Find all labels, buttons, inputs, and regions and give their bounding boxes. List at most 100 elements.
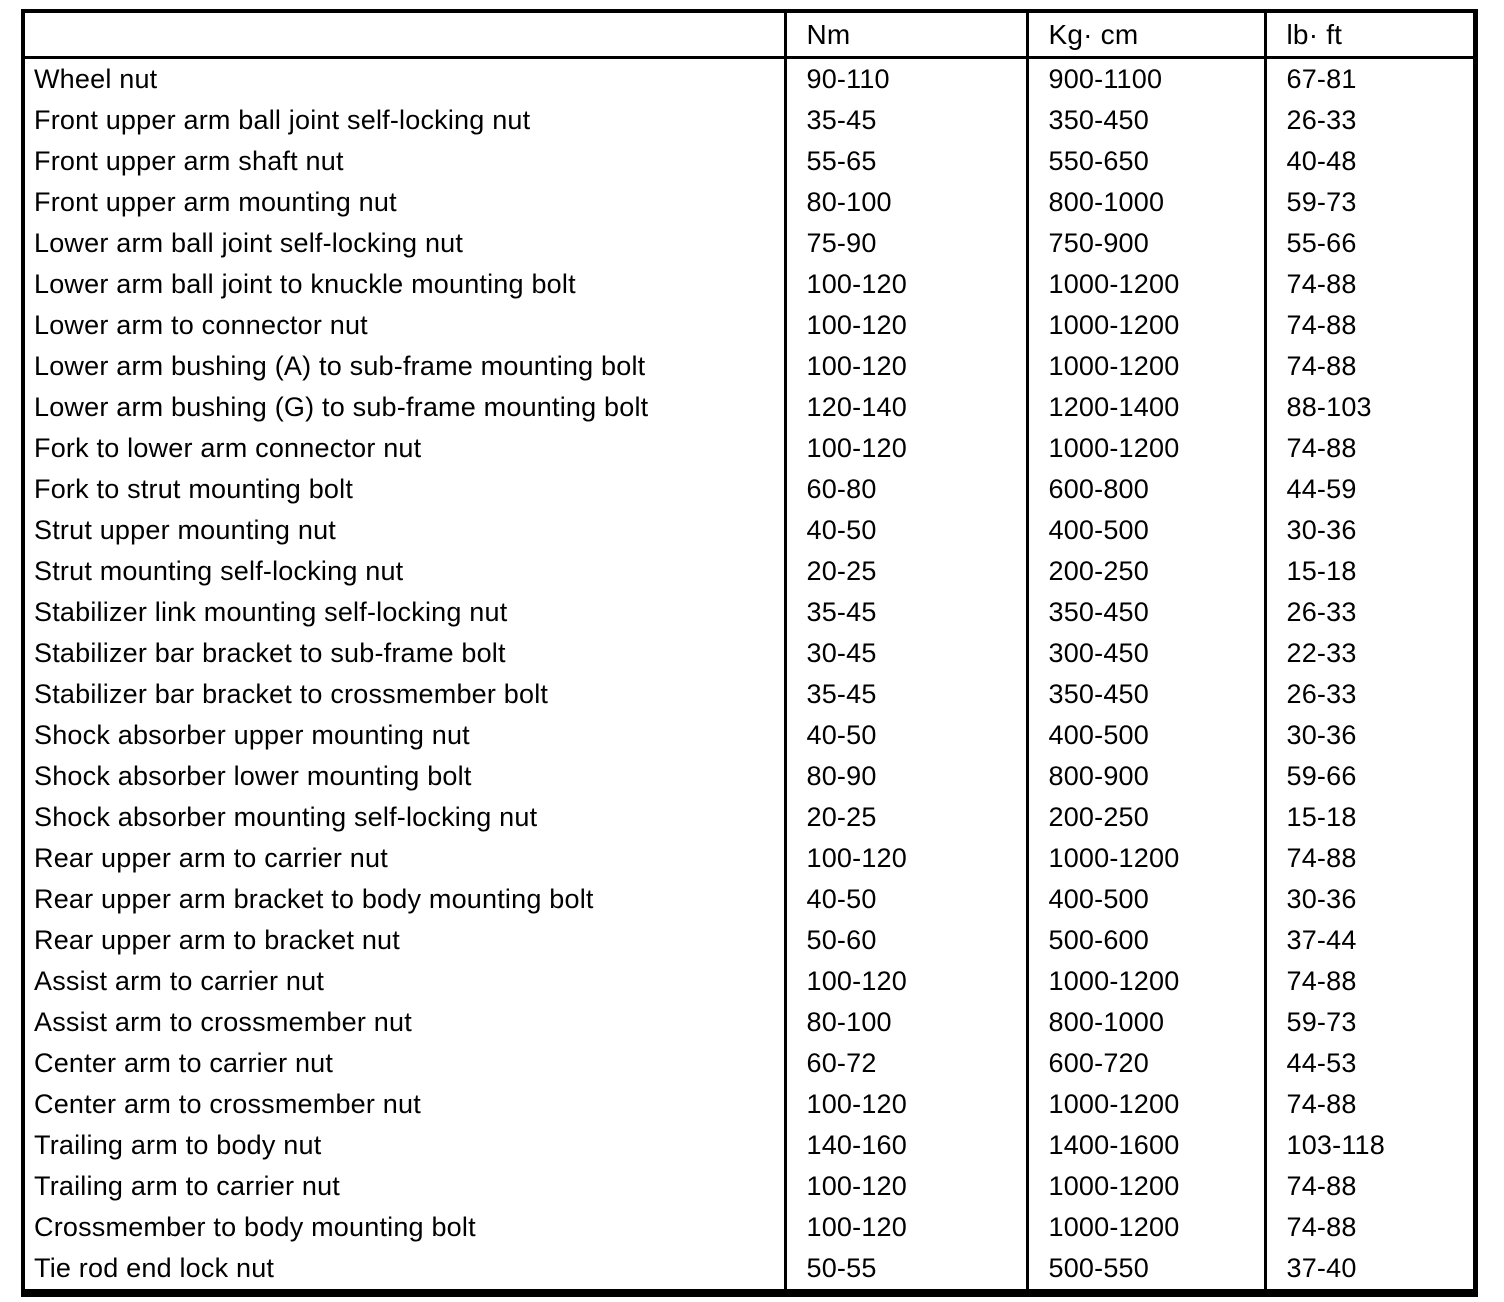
table-row: Shock absorber mounting self-locking nut… xyxy=(23,797,1475,838)
lbft-value-cell: 74-88 xyxy=(1263,1084,1475,1125)
lbft-value-cell: 74-88 xyxy=(1263,346,1475,387)
nm-value-cell: 120-140 xyxy=(783,387,1027,428)
kgcm-value-cell: 1000-1200 xyxy=(1025,838,1265,879)
component-cell: Lower arm ball joint self-locking nut xyxy=(34,228,464,258)
kgcm-value-cell: 350-450 xyxy=(1025,100,1265,141)
kgcm-value-cell: 200-250 xyxy=(1025,797,1265,838)
nm-value-cell: 80-100 xyxy=(783,1002,1027,1043)
table-row: Stabilizer bar bracket to crossmember bo… xyxy=(23,674,1475,715)
nm-value-cell: 35-45 xyxy=(783,674,1027,715)
kgcm-value-cell: 400-500 xyxy=(1025,879,1265,920)
table-row: Front upper arm shaft nut 55-65 550-650 40-… xyxy=(23,141,1475,182)
table-row: Lower arm bushing (A) to sub-frame mount… xyxy=(23,346,1475,387)
table-row: Stabilizer bar bracket to sub-frame bolt… xyxy=(23,633,1475,674)
component-cell: Shock absorber lower mounting bolt xyxy=(34,761,472,791)
nm-value-cell: 100-120 xyxy=(783,346,1027,387)
component-cell: Lower arm to connector nut xyxy=(34,310,368,340)
kgcm-value-cell: 1000-1200 xyxy=(1025,346,1265,387)
table-row: Shock absorber lower mounting bolt 80-90 8… xyxy=(23,756,1475,797)
table-row: Wheel nut 90-110 900-1100 67-81 xyxy=(23,57,1475,100)
component-cell: Front upper arm shaft nut xyxy=(34,146,344,176)
nm-value-cell: 100-120 xyxy=(783,1207,1027,1248)
lbft-value-cell: 59-73 xyxy=(1263,1002,1475,1043)
lbft-value-cell: 59-66 xyxy=(1263,756,1475,797)
component-cell: Trailing arm to carrier nut xyxy=(34,1171,340,1201)
torque-spec-table: Nm Kg· cm lb· ft Wheel nut 90-110 900-1100… xyxy=(21,9,1478,1297)
component-cell: Lower arm bushing (G) to sub-frame mount… xyxy=(34,392,649,422)
kgcm-value-cell: 500-550 xyxy=(1025,1248,1265,1293)
table-row: Fork to lower arm connector nut 100-120 10… xyxy=(23,428,1475,469)
kgcm-value-cell: 800-900 xyxy=(1025,756,1265,797)
header-kgcm: Kg· cm xyxy=(1025,11,1265,59)
lbft-value-cell: 30-36 xyxy=(1263,715,1475,756)
table-row: Front upper arm mounting nut 80-100 800-10… xyxy=(23,182,1475,223)
nm-value-cell: 100-120 xyxy=(783,305,1027,346)
nm-value-cell: 80-90 xyxy=(783,756,1027,797)
header-component xyxy=(23,11,785,59)
nm-value-cell: 100-120 xyxy=(783,428,1027,469)
component-cell: Lower arm bushing (A) to sub-frame mount… xyxy=(34,351,646,381)
component-cell: Strut upper mounting nut xyxy=(34,515,336,545)
table-row: Trailing arm to carrier nut 100-120 1000-1… xyxy=(23,1166,1475,1207)
nm-value-cell: 40-50 xyxy=(783,715,1027,756)
lbft-value-cell: 15-18 xyxy=(1263,551,1475,592)
nm-value-cell: 20-25 xyxy=(783,797,1027,838)
kgcm-value-cell: 300-450 xyxy=(1025,633,1265,674)
table-row: Rear upper arm to carrier nut 100-120 1000… xyxy=(23,838,1475,879)
nm-value-cell: 100-120 xyxy=(783,1166,1027,1207)
kgcm-value-cell: 500-600 xyxy=(1025,920,1265,961)
kgcm-value-cell: 400-500 xyxy=(1025,715,1265,756)
kgcm-value-cell: 1000-1200 xyxy=(1025,305,1265,346)
lbft-value-cell: 26-33 xyxy=(1263,674,1475,715)
table-row: Rear upper arm bracket to body mounting … xyxy=(23,879,1475,920)
lbft-value-cell: 30-36 xyxy=(1263,510,1475,551)
component-cell: Crossmember to body mounting bolt xyxy=(34,1212,476,1242)
nm-value-cell: 80-100 xyxy=(783,182,1027,223)
component-cell: Shock absorber upper mounting nut xyxy=(34,720,470,750)
table-header: Nm Kg· cm lb· ft xyxy=(23,11,1475,59)
table-row: Shock absorber upper mounting nut 40-50 40… xyxy=(23,715,1475,756)
component-cell: Front upper arm ball joint self-locking … xyxy=(34,105,531,135)
header-nm: Nm xyxy=(783,11,1027,59)
lbft-value-cell: 37-44 xyxy=(1263,920,1475,961)
nm-value-cell: 55-65 xyxy=(783,141,1027,182)
component-cell: Assist arm to carrier nut xyxy=(34,966,325,996)
lbft-value-cell: 74-88 xyxy=(1263,838,1475,879)
table-row: Center arm to crossmember nut 100-120 1000… xyxy=(23,1084,1475,1125)
component-cell: Trailing arm to body nut xyxy=(34,1130,322,1160)
lbft-value-cell: 74-88 xyxy=(1263,961,1475,1002)
kgcm-value-cell: 750-900 xyxy=(1025,223,1265,264)
lbft-value-cell: 74-88 xyxy=(1263,1166,1475,1207)
table-row: Stabilizer link mounting self-locking nu… xyxy=(23,592,1475,633)
kgcm-value-cell: 1000-1200 xyxy=(1025,1166,1265,1207)
nm-value-cell: 35-45 xyxy=(783,592,1027,633)
lbft-value-cell: 59-73 xyxy=(1263,182,1475,223)
kgcm-value-cell: 200-250 xyxy=(1025,551,1265,592)
nm-value-cell: 35-45 xyxy=(783,100,1027,141)
nm-value-cell: 140-160 xyxy=(783,1125,1027,1166)
component-cell: Lower arm ball joint to knuckle mounting… xyxy=(34,269,576,299)
table-row: Crossmember to body mounting bolt 100-120… xyxy=(23,1207,1475,1248)
kgcm-value-cell: 350-450 xyxy=(1025,592,1265,633)
lbft-value-cell: 74-88 xyxy=(1263,264,1475,305)
component-cell: Fork to strut mounting bolt xyxy=(34,474,354,504)
table-row: Front upper arm ball joint self-locking … xyxy=(23,100,1475,141)
nm-value-cell: 50-55 xyxy=(783,1248,1027,1293)
nm-value-cell: 60-72 xyxy=(783,1043,1027,1084)
table-row: Tie rod end lock nut 50-55 500-550 37-40 xyxy=(23,1248,1475,1293)
kgcm-value-cell: 800-1000 xyxy=(1025,182,1265,223)
kgcm-value-cell: 400-500 xyxy=(1025,510,1265,551)
kgcm-value-cell: 1200-1400 xyxy=(1025,387,1265,428)
kgcm-value-cell: 1400-1600 xyxy=(1025,1125,1265,1166)
table-row: Strut mounting self-locking nut 20-25 200-… xyxy=(23,551,1475,592)
table-row: Lower arm ball joint self-locking nut 75-… xyxy=(23,223,1475,264)
component-cell: Stabilizer bar bracket to sub-frame bolt xyxy=(34,638,506,668)
nm-value-cell: 100-120 xyxy=(783,1084,1027,1125)
component-cell: Wheel nut xyxy=(34,64,158,94)
table-row: Lower arm ball joint to knuckle mounting… xyxy=(23,264,1475,305)
lbft-value-cell: 55-66 xyxy=(1263,223,1475,264)
kgcm-value-cell: 1000-1200 xyxy=(1025,428,1265,469)
table-body: Wheel nut 90-110 900-1100 67-81 Front upper … xyxy=(23,57,1475,1293)
component-cell: Rear upper arm to bracket nut xyxy=(34,925,400,955)
